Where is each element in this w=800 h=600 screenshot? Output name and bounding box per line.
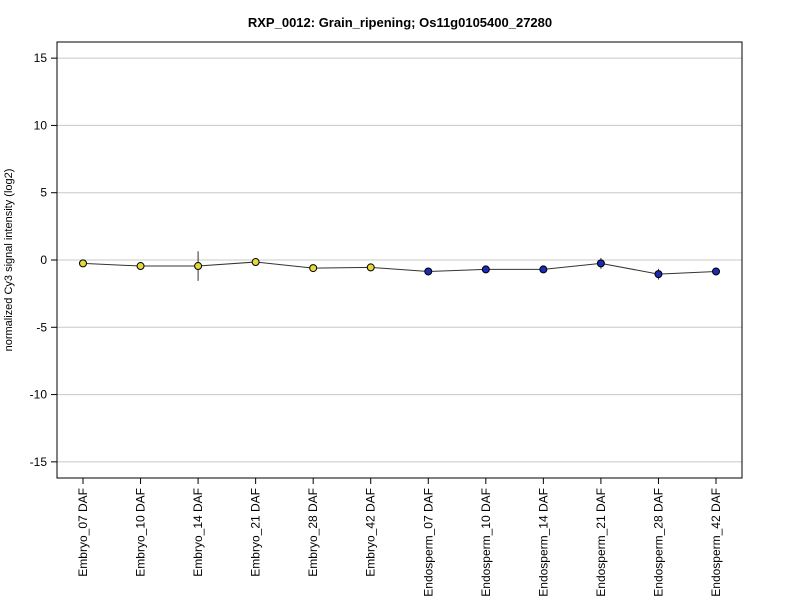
x-tick-label: Endosperm_10 DAF (479, 488, 493, 597)
data-point (366, 263, 375, 272)
x-tick-label: Embryo_07 DAF (76, 488, 90, 577)
y-axis: -15 -10 -5 0 5 10 15 (30, 51, 57, 469)
y-tick-label: 15 (34, 51, 48, 65)
x-tick-label: Endosperm_21 DAF (594, 488, 608, 597)
y-tick-label: 10 (34, 118, 48, 132)
data-point (712, 267, 720, 276)
x-tick-label: Endosperm_07 DAF (421, 488, 435, 597)
y-tick-label: -15 (30, 455, 48, 469)
y-tick-label: -10 (30, 388, 48, 402)
chart-title: RXP_0012: Grain_ripening; Os11g0105400_2… (248, 15, 552, 30)
gridlines (57, 57, 742, 463)
data-point (481, 265, 490, 274)
x-tick-label: Embryo_14 DAF (191, 488, 205, 577)
x-tick-label: Endosperm_14 DAF (536, 488, 550, 597)
data-point (424, 267, 433, 276)
data-point (136, 262, 145, 271)
x-tick-label: Embryo_28 DAF (306, 488, 320, 577)
series-line (82, 261, 717, 275)
y-tick-label: 0 (40, 253, 47, 267)
y-tick-label: -5 (36, 320, 47, 334)
data-point (539, 265, 548, 274)
x-tick-label: Embryo_10 DAF (134, 488, 148, 577)
data-point (309, 264, 318, 273)
data-point (194, 262, 203, 271)
x-tick-label: Endosperm_28 DAF (651, 488, 665, 597)
data-series (79, 251, 720, 281)
y-axis-title: normalized Cy3 signal intensity (log2) (3, 169, 15, 352)
x-tick-label: Embryo_21 DAF (249, 488, 263, 577)
data-point (79, 259, 87, 268)
data-point (596, 259, 605, 268)
data-point (251, 258, 260, 267)
y-tick-label: 5 (40, 186, 47, 200)
data-point (654, 270, 663, 279)
x-tick-label: Endosperm_42 DAF (709, 488, 723, 597)
x-tick-label: Embryo_42 DAF (364, 488, 378, 577)
x-axis: Embryo_07 DAF Embryo_10 DAF Embryo_14 DAF E… (76, 478, 723, 597)
